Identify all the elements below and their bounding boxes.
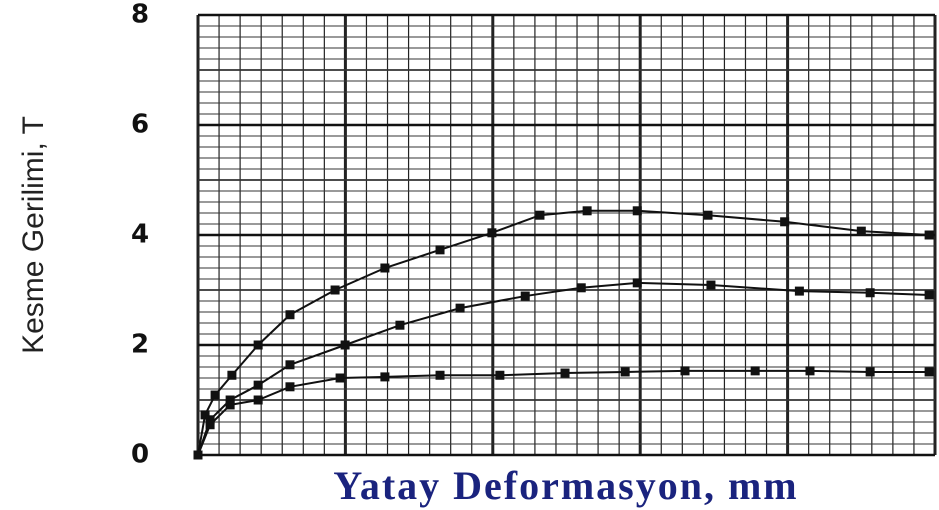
y-tick-label: 8: [131, 0, 149, 30]
data-point: [210, 390, 220, 400]
data-point: [865, 367, 875, 377]
data-point: [335, 373, 345, 383]
x-axis-label: Yatay Deformasyon, mm: [333, 463, 798, 508]
data-point: [805, 366, 815, 376]
data-point: [435, 370, 445, 380]
y-tick-label: 0: [131, 440, 149, 470]
data-point: [285, 382, 295, 392]
data-point: [750, 366, 760, 376]
data-point: [227, 370, 237, 380]
data-point: [706, 280, 716, 290]
data-point: [582, 206, 592, 216]
data-point: [856, 226, 866, 236]
y-axis-label: Kesme Gerilimi, T: [17, 116, 50, 354]
series-line: [197, 369, 930, 456]
data-point: [520, 291, 530, 301]
data-point: [330, 285, 340, 295]
data-point: [495, 370, 505, 380]
y-tick-label: 6: [131, 110, 149, 140]
data-point: [560, 368, 570, 378]
data-point: [924, 230, 934, 240]
data-point: [380, 263, 390, 273]
data-point: [703, 210, 713, 220]
data-point: [924, 367, 934, 377]
data-point: [253, 395, 263, 405]
y-tick-label: 4: [131, 220, 149, 250]
data-point: [285, 360, 295, 370]
y-tick-label: 2: [131, 330, 149, 360]
data-point: [253, 380, 263, 390]
data-point: [380, 372, 390, 382]
data-point: [225, 395, 235, 405]
series-line: [197, 209, 930, 456]
data-point: [435, 245, 445, 255]
data-point: [253, 340, 263, 350]
data-point: [285, 310, 295, 320]
data-point: [200, 410, 210, 420]
data-point: [340, 340, 350, 350]
data-point: [680, 366, 690, 376]
data-point: [193, 450, 203, 460]
data-point: [924, 290, 934, 300]
data-point: [487, 228, 497, 238]
data-point: [632, 278, 642, 288]
data-point: [395, 320, 405, 330]
data-point: [576, 283, 586, 293]
data-point: [455, 303, 465, 313]
data-point: [225, 400, 235, 410]
data-point: [780, 217, 790, 227]
data-point: [205, 420, 215, 430]
data-point: [620, 367, 630, 377]
data-point: [535, 210, 545, 220]
data-point: [865, 288, 875, 298]
data-point: [794, 286, 804, 296]
data-point: [205, 415, 215, 425]
data-point: [632, 206, 642, 216]
